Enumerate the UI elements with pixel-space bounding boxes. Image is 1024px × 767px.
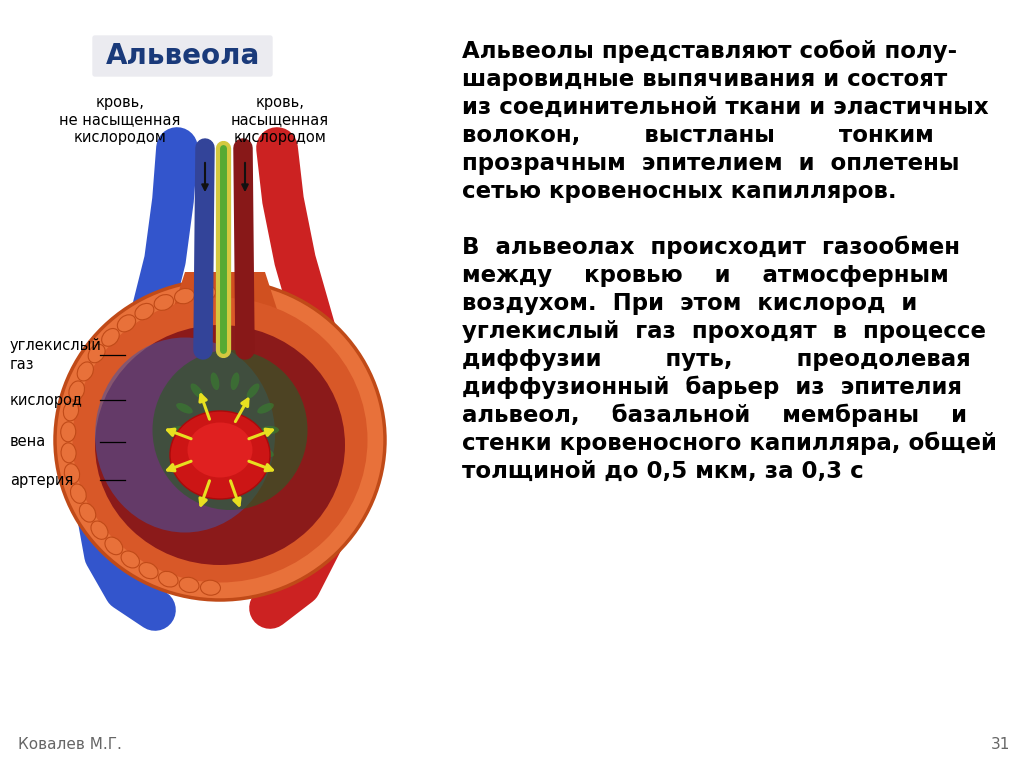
- Ellipse shape: [190, 384, 204, 398]
- Ellipse shape: [65, 464, 80, 483]
- Text: из соединительной ткани и эластичных: из соединительной ткани и эластичных: [462, 96, 988, 119]
- Text: между    кровью    и    атмосферным: между кровью и атмосферным: [462, 264, 949, 287]
- Text: прозрачным  эпителием  и  оплетены: прозрачным эпителием и оплетены: [462, 152, 959, 175]
- Text: сетью кровеносных капилляров.: сетью кровеносных капилляров.: [462, 180, 897, 203]
- Ellipse shape: [88, 344, 105, 363]
- Ellipse shape: [55, 280, 385, 600]
- Text: воздухом.  При  этом  кислород  и: воздухом. При этом кислород и: [462, 292, 918, 315]
- Text: Альвеолы представляют собой полу-: Альвеолы представляют собой полу-: [462, 40, 957, 64]
- Ellipse shape: [95, 325, 345, 565]
- FancyBboxPatch shape: [190, 272, 260, 362]
- Ellipse shape: [211, 470, 219, 488]
- Ellipse shape: [63, 401, 79, 421]
- Polygon shape: [155, 272, 295, 365]
- Ellipse shape: [247, 384, 259, 398]
- Ellipse shape: [201, 580, 220, 595]
- Text: диффузионный  барьер  из  эпителия: диффузионный барьер из эпителия: [462, 376, 962, 400]
- Ellipse shape: [170, 411, 270, 499]
- Ellipse shape: [139, 562, 158, 579]
- Text: стенки кровеносного капилляра, общей: стенки кровеносного капилляра, общей: [462, 432, 997, 456]
- Ellipse shape: [155, 295, 173, 311]
- Text: вена: вена: [10, 434, 46, 449]
- Text: 31: 31: [990, 737, 1010, 752]
- Text: диффузии        путь,        преодолевая: диффузии путь, преодолевая: [462, 348, 971, 371]
- Ellipse shape: [176, 403, 193, 413]
- Ellipse shape: [257, 446, 273, 457]
- Ellipse shape: [101, 328, 119, 346]
- Ellipse shape: [73, 298, 368, 582]
- Ellipse shape: [230, 373, 240, 390]
- Ellipse shape: [196, 285, 216, 300]
- Text: артерия: артерия: [10, 472, 74, 488]
- Text: кислород: кислород: [10, 393, 83, 407]
- Ellipse shape: [77, 362, 93, 381]
- Ellipse shape: [174, 288, 195, 304]
- Ellipse shape: [104, 537, 123, 555]
- Ellipse shape: [91, 521, 108, 539]
- Ellipse shape: [121, 551, 139, 568]
- Text: кровь,
насыщенная
кислородом: кровь, насыщенная кислородом: [231, 95, 329, 145]
- Text: В  альвеолах  происходит  газообмен: В альвеолах происходит газообмен: [462, 236, 961, 259]
- Text: углекислый
газ: углекислый газ: [10, 338, 101, 372]
- Text: Ковалев М.Г.: Ковалев М.Г.: [18, 737, 122, 752]
- Ellipse shape: [176, 446, 193, 457]
- Ellipse shape: [257, 403, 273, 413]
- Ellipse shape: [190, 462, 204, 476]
- Ellipse shape: [153, 350, 307, 510]
- Ellipse shape: [171, 426, 189, 434]
- Text: толщиной до 0,5 мкм, за 0,3 с: толщиной до 0,5 мкм, за 0,3 с: [462, 460, 864, 483]
- Ellipse shape: [211, 373, 219, 390]
- Ellipse shape: [247, 462, 259, 476]
- Text: углекислый  газ  проходят  в  процессе: углекислый газ проходят в процессе: [462, 320, 986, 343]
- Ellipse shape: [118, 314, 135, 332]
- Ellipse shape: [230, 470, 240, 488]
- Text: шаровидные выпячивания и состоят: шаровидные выпячивания и состоят: [462, 68, 947, 91]
- Ellipse shape: [60, 422, 76, 442]
- Ellipse shape: [179, 578, 199, 593]
- Ellipse shape: [80, 503, 96, 522]
- Ellipse shape: [135, 304, 154, 320]
- Text: кровь,
не насыщенная
кислородом: кровь, не насыщенная кислородом: [59, 95, 180, 145]
- Ellipse shape: [95, 337, 275, 532]
- Ellipse shape: [187, 423, 253, 478]
- FancyBboxPatch shape: [93, 36, 272, 76]
- Text: Альвеола: Альвеола: [105, 42, 260, 70]
- Ellipse shape: [261, 426, 279, 434]
- Text: альвеол,    базальной    мембраны    и: альвеол, базальной мембраны и: [462, 404, 967, 427]
- Ellipse shape: [69, 381, 85, 400]
- Ellipse shape: [61, 443, 76, 463]
- Ellipse shape: [159, 571, 178, 587]
- Ellipse shape: [71, 484, 86, 503]
- Text: волокон,        выстланы        тонким: волокон, выстланы тонким: [462, 124, 934, 147]
